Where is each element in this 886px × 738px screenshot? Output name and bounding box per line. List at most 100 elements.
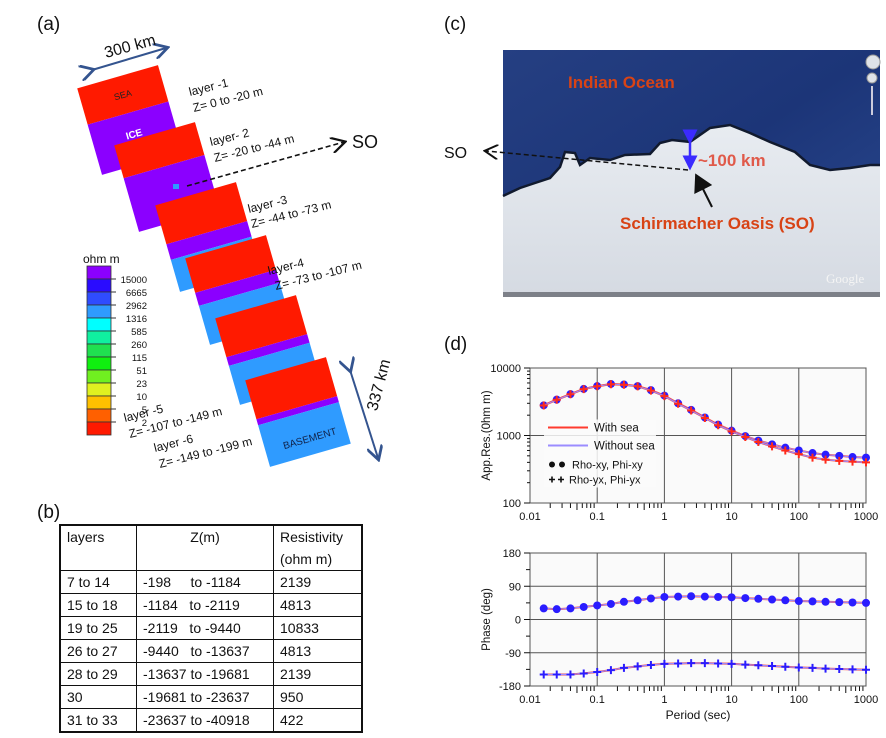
data-point-plus (579, 669, 588, 678)
resistivity-cell: 4813 (273, 593, 363, 617)
data-point-plus (687, 659, 696, 668)
data-point-plus (821, 455, 830, 464)
map-rotate-control[interactable] (866, 72, 878, 84)
colorbar-tick-label: 2 (142, 418, 147, 429)
panel-b-label: (b) (37, 502, 61, 523)
x-tick-label: 1 (661, 694, 667, 706)
x-axis-label: Period (sec) (666, 708, 731, 722)
panel-d-label: (d) (444, 334, 468, 355)
data-point-circle (862, 453, 870, 462)
colorbar-tick-label: 6665 (126, 288, 147, 299)
data-point-circle (821, 450, 830, 459)
data-point-circle (741, 594, 750, 603)
y-tick-label: 180 (503, 548, 521, 560)
colorbar-tick-label: 10 (136, 392, 147, 403)
data-point-plus (808, 453, 817, 462)
data-point-plus (606, 666, 615, 675)
data-point-plus (714, 421, 723, 430)
data-point-plus (768, 662, 777, 671)
data-point-plus (674, 659, 683, 668)
y-tick-label: -180 (499, 681, 521, 693)
layers-cell: 30 (59, 685, 137, 709)
data-point-plus (754, 438, 763, 447)
data-point-plus (727, 427, 736, 436)
resistivity-band (256, 396, 339, 426)
data-point-plus (687, 406, 696, 415)
resistivity-band (195, 269, 280, 306)
z-range-cell: -13637 to -19681 (136, 662, 274, 686)
data-point-circle (848, 453, 857, 462)
resistivity-cell: 422 (273, 708, 363, 733)
x-tick-label: 10 (725, 511, 737, 523)
x-tick-label: 1 (661, 511, 667, 523)
y-tick-label: 100 (503, 498, 521, 510)
data-point-plus (741, 433, 750, 442)
x-tick-label: 0.01 (519, 511, 540, 523)
data-point-circle (646, 594, 655, 603)
data-point-plus (552, 395, 561, 404)
y-axis-label: Phase (deg) (481, 588, 493, 651)
resistivity-band (166, 221, 252, 260)
colorbar-tick-label: 1316 (126, 314, 147, 325)
header-resistivity-line2: (ohm m) (280, 551, 333, 567)
table-header-row: layers Z(m) Resistivity (ohm m) (59, 524, 363, 571)
x-tick-label: 1000 (854, 511, 878, 523)
y-tick-label: 90 (509, 581, 521, 593)
x-tick-label: 100 (790, 694, 808, 706)
header-layers: layers (59, 524, 137, 571)
data-point-circle (848, 598, 857, 607)
data-point-plus (821, 664, 830, 673)
layers-cell: 28 to 29 (59, 662, 137, 686)
data-point-plus (781, 662, 790, 671)
data-point-circle (660, 592, 669, 601)
data-point-circle (835, 451, 844, 460)
data-point-circle (754, 594, 763, 603)
data-point-circle (727, 593, 736, 602)
data-point-plus (619, 380, 628, 389)
resistivity-band (226, 334, 310, 366)
oasis-pointer-arrow (694, 173, 713, 208)
table-row: 19 to 25 -2119 to -9440 10833 (59, 616, 363, 640)
data-point-plus (835, 665, 844, 674)
data-point-circle (781, 596, 790, 605)
antarctic-ice-region (503, 125, 880, 296)
data-point-plus (835, 456, 844, 465)
so-arrow (186, 142, 344, 187)
colorbar-tick-label: 15000 (121, 275, 147, 286)
colorbar-tick-label: 5 (142, 405, 147, 416)
legend-marker-plus (558, 476, 564, 483)
data-point-plus (781, 446, 790, 455)
data-point-plus (794, 450, 803, 459)
map-navigation-control[interactable] (865, 54, 881, 70)
data-point-circle (593, 601, 602, 610)
data-point-plus (674, 399, 683, 408)
layers-cell: 7 to 14 (59, 570, 137, 594)
table-row: 28 to 29 -13637 to -19681 2139 (59, 662, 363, 686)
data-point-plus (660, 659, 669, 668)
z-range-cell: -19681 to -23637 (136, 685, 274, 709)
data-point-plus (566, 390, 575, 399)
oasis-label: Schirmacher Oasis (SO) (620, 214, 815, 233)
header-resistivity: Resistivity (ohm m) (273, 524, 363, 571)
data-point-plus (808, 663, 817, 672)
so-label-a: SO (352, 132, 378, 152)
table-row: 26 to 27 -9440 to -13637 4813 (59, 639, 363, 663)
resistivity-band (114, 122, 205, 179)
data-point-plus (619, 663, 628, 672)
z-range-cell: -9440 to -13637 (136, 639, 274, 663)
y-tick-label: -90 (505, 648, 521, 660)
legend-label-rho-xy: Rho-xy, Phi-xy (572, 460, 643, 472)
x-tick-label: 100 (790, 511, 808, 523)
x-tick-label: 1000 (854, 694, 878, 706)
data-point-circle (674, 592, 683, 601)
legend-background (544, 419, 656, 488)
data-point-plus (862, 458, 870, 467)
x-tick-label: 0.1 (590, 511, 605, 523)
data-point-plus (754, 661, 763, 670)
data-point-circle (539, 604, 548, 613)
data-point-circle (687, 592, 696, 601)
data-point-plus (727, 659, 736, 668)
data-point-plus (539, 401, 548, 410)
data-point-circle (606, 599, 615, 608)
